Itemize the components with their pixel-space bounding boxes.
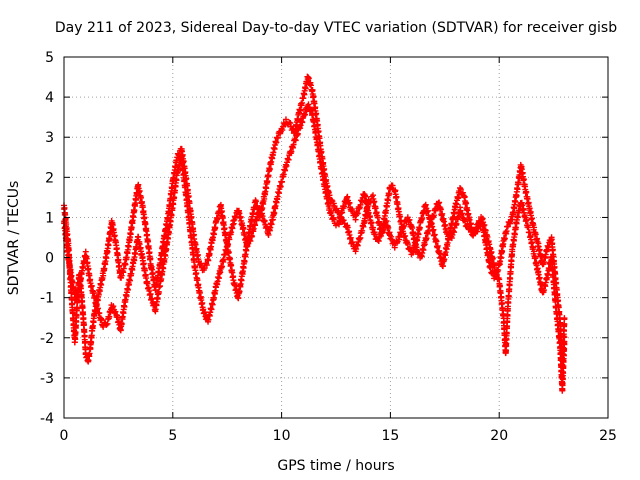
data-marks: [61, 73, 568, 394]
data-point: [110, 303, 117, 310]
chart-title: Day 211 of 2023, Sidereal Day-to-day VTE…: [55, 20, 617, 36]
data-point: [349, 207, 356, 214]
data-point: [349, 239, 356, 246]
y-tick-label: 3: [45, 130, 54, 146]
y-tick-label: 1: [45, 210, 54, 226]
data-point: [274, 134, 281, 141]
y-axis-label: SDTVAR / TECUs: [6, 181, 22, 296]
data-point: [457, 186, 464, 193]
data-point: [377, 232, 384, 239]
data-point: [282, 116, 289, 123]
data-point: [208, 306, 215, 313]
data-point: [375, 238, 382, 245]
data-point: [333, 205, 340, 212]
data-point: [413, 244, 420, 251]
y-tick-label: -2: [40, 331, 54, 347]
data-point: [147, 290, 154, 297]
data-point: [203, 262, 210, 269]
data-point: [287, 119, 294, 126]
data-point: [103, 321, 110, 328]
data-point: [347, 234, 354, 241]
y-tick-label: 5: [45, 50, 54, 66]
data-point: [100, 323, 107, 330]
data-point: [470, 231, 477, 238]
y-tick-label: -4: [40, 411, 54, 427]
data-point: [459, 189, 466, 196]
data-point: [439, 210, 446, 217]
x-tick-label: 15: [381, 428, 399, 444]
y-tick-label: 2: [45, 170, 54, 186]
data-point: [279, 127, 286, 134]
x-tick-label: 20: [490, 428, 508, 444]
data-point: [561, 315, 568, 322]
data-point: [69, 279, 76, 286]
data-point: [330, 216, 337, 223]
y-tick-label: 4: [45, 90, 54, 106]
x-tick-label: 25: [599, 428, 617, 444]
data-point: [465, 210, 472, 217]
data-point: [401, 222, 408, 229]
data-point: [434, 242, 441, 249]
y-tick-label: -1: [40, 291, 54, 307]
data-point: [462, 218, 469, 225]
data-point: [201, 265, 208, 272]
data-point: [305, 101, 312, 108]
plot-frame: [63, 56, 609, 419]
data-point: [561, 334, 568, 341]
y-tick-label: 0: [45, 251, 54, 267]
x-tick-label: 5: [168, 428, 177, 444]
data-point: [375, 237, 382, 244]
data-point: [461, 217, 468, 224]
data-point: [388, 233, 395, 240]
data-point: [404, 241, 411, 248]
data-point: [308, 106, 315, 113]
data-point: [252, 222, 259, 229]
data-point: [328, 197, 335, 204]
x-axis-label: GPS time / hours: [277, 458, 394, 474]
data-point: [464, 221, 471, 228]
x-tick-label: 10: [273, 428, 291, 444]
data-point: [112, 308, 119, 315]
x-tick-label: 0: [60, 428, 69, 444]
data-point: [466, 225, 473, 232]
y-tick-label: -3: [40, 371, 54, 387]
data-point: [430, 226, 437, 233]
data-point: [507, 220, 514, 227]
data-point: [400, 223, 407, 230]
data-point: [472, 228, 479, 235]
data-point: [247, 238, 254, 245]
data-point: [474, 224, 481, 231]
data-point: [389, 182, 396, 189]
series-track-b: [61, 101, 568, 394]
data-point: [391, 244, 398, 251]
data-point: [457, 185, 464, 192]
data-point: [246, 237, 253, 244]
axis-ticks: 0 5 10 15 20 25 -4 -3 -2 -1 0 1 2 3 4 5: [40, 50, 617, 444]
